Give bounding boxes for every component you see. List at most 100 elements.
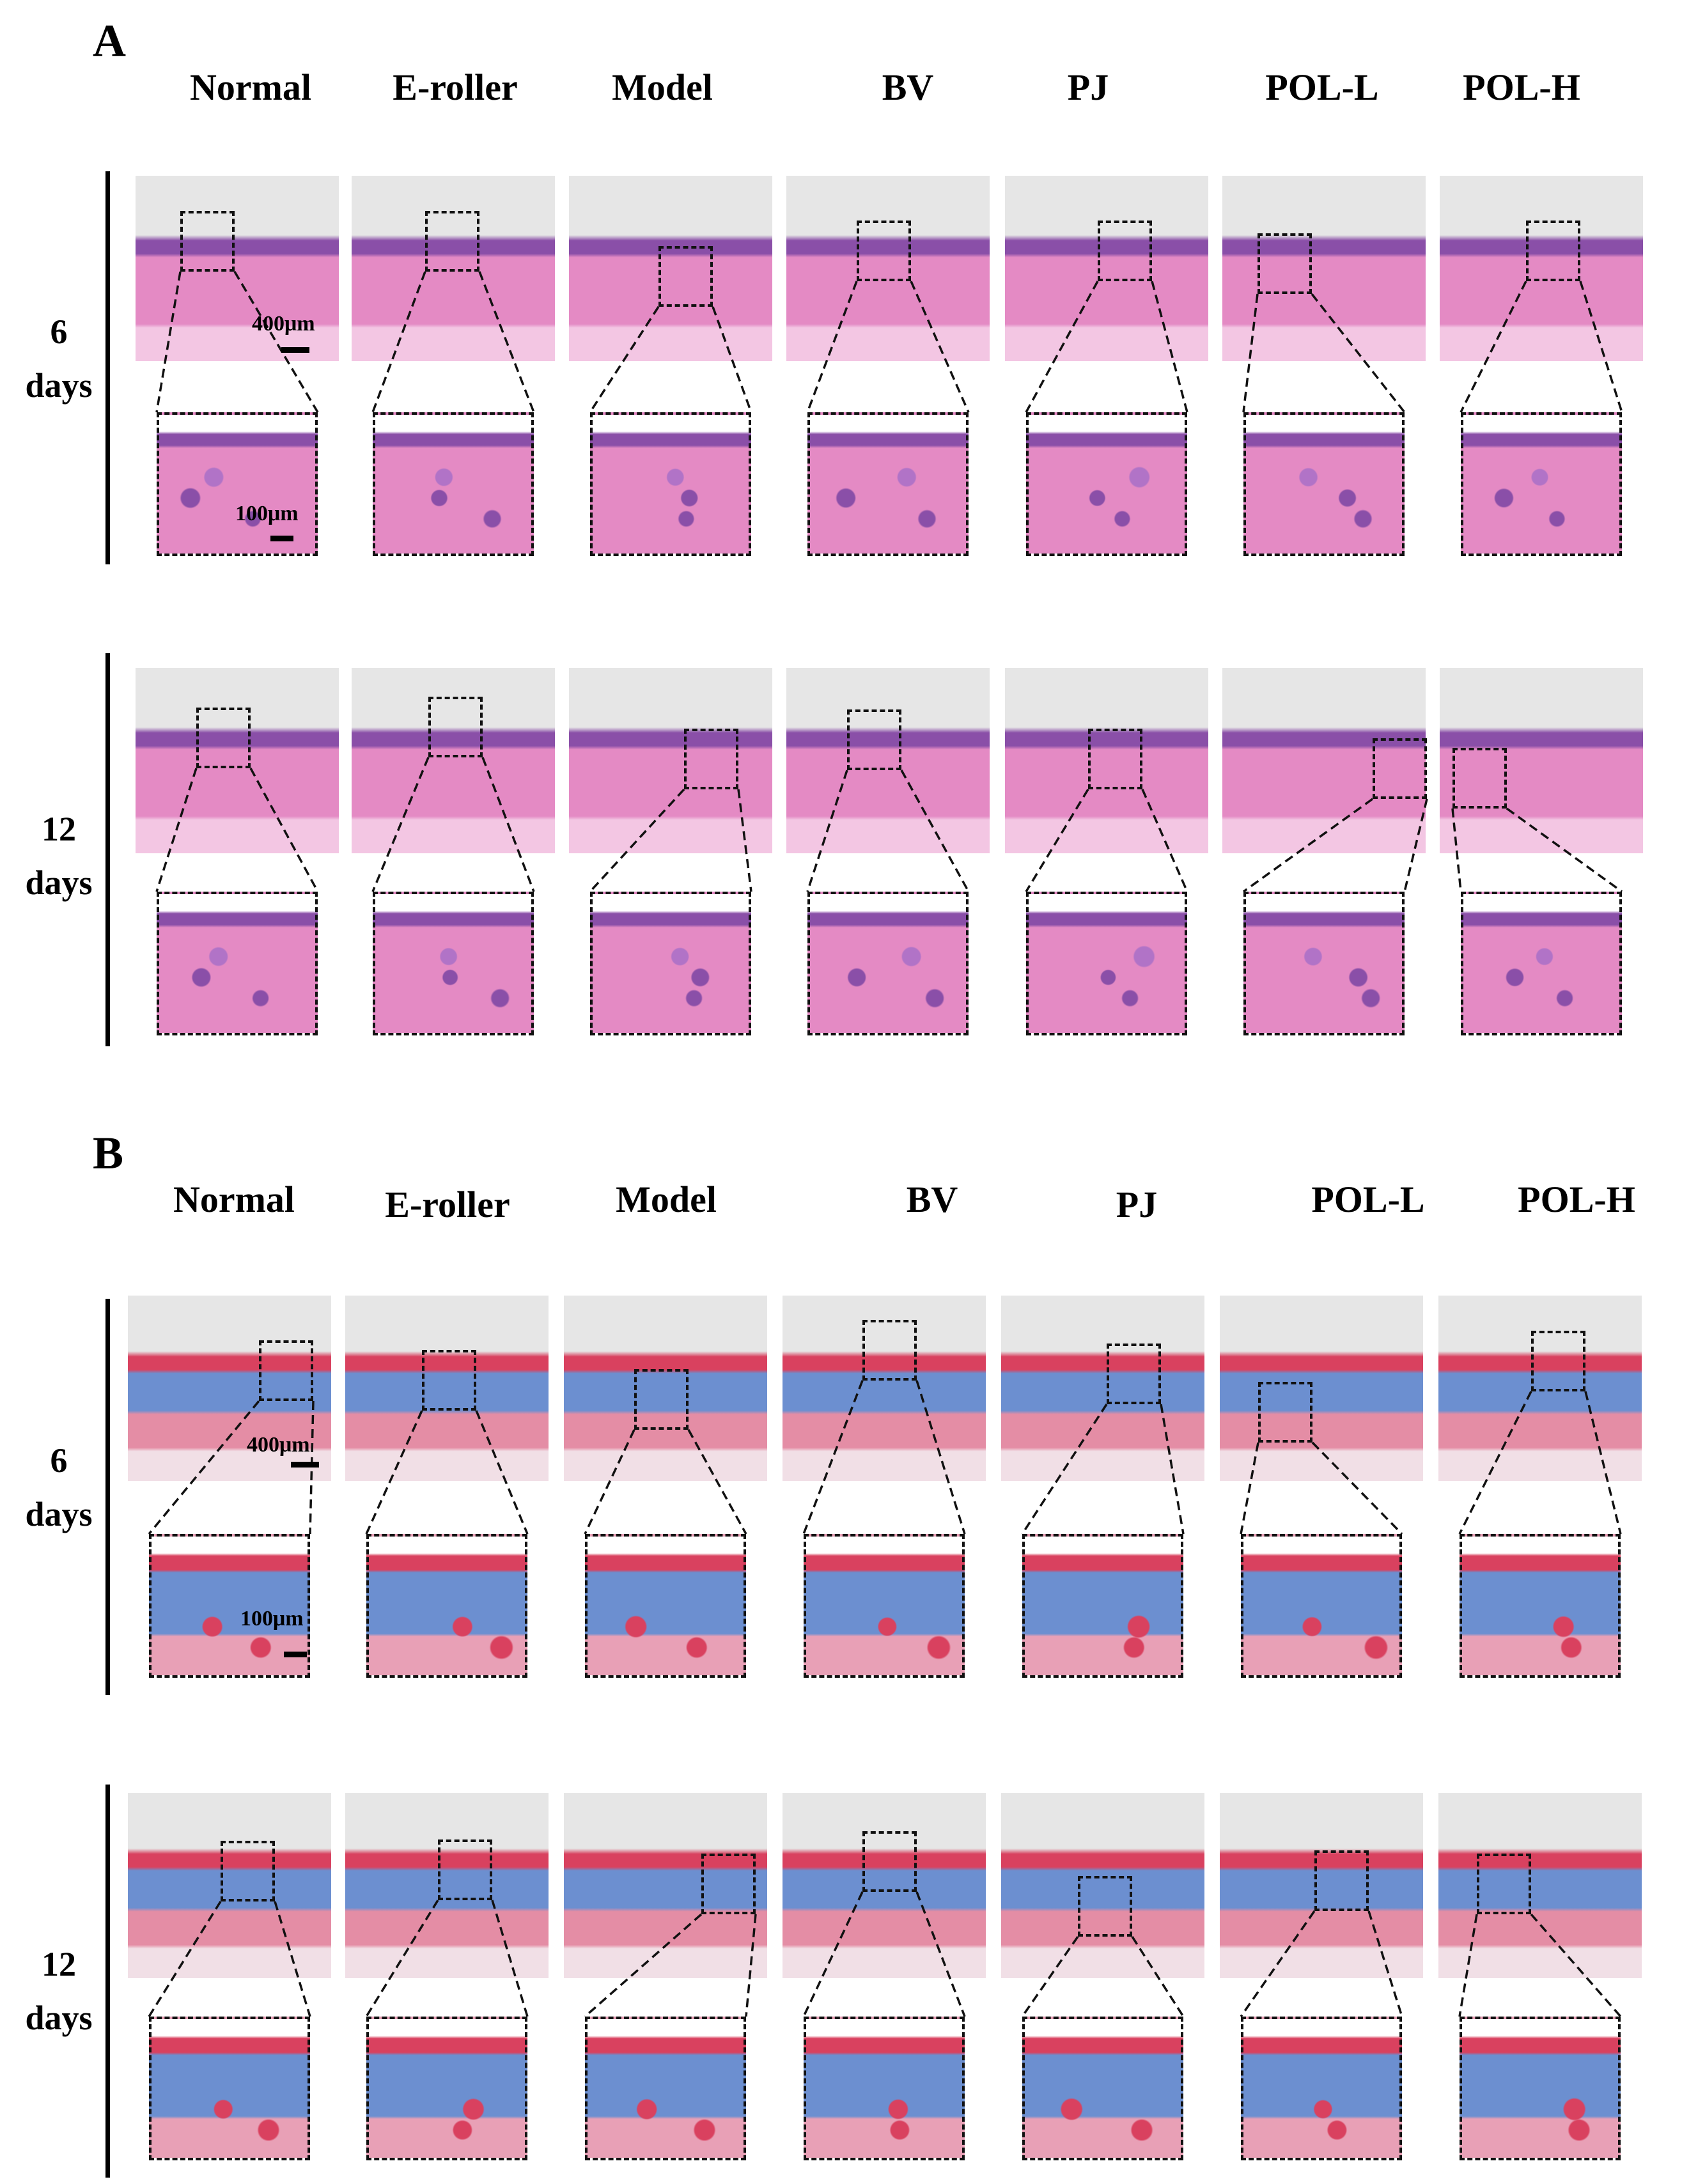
panel-a-row1-pol-h-zoom-inset bbox=[1461, 412, 1622, 556]
panel-a-row1-normal-roi-box bbox=[180, 211, 235, 272]
panel-a-row2-pj-zoom-inset bbox=[1026, 892, 1187, 1035]
panel-b-row1-pj-micrograph bbox=[1001, 1296, 1204, 1481]
panel-b-row2-unit: days bbox=[25, 1998, 93, 2037]
panel-b-col-model: Model bbox=[616, 1179, 717, 1220]
panel-b-row1-bv-roi-box bbox=[862, 1320, 917, 1381]
panel-a-row2-pol-h-roi-box bbox=[1452, 748, 1507, 809]
panel-b-row1-bv-zoom-inset bbox=[804, 1534, 965, 1678]
panel-b-scale-100-label: 100μm bbox=[240, 1607, 304, 1630]
panel-a-row2-model-zoom-inset bbox=[590, 892, 751, 1035]
panel-b-row2-pol-l-roi-box bbox=[1314, 1850, 1369, 1911]
panel-a-col-normal: Normal bbox=[189, 66, 312, 108]
panel-a-row1-bv-roi-box bbox=[857, 221, 911, 281]
panel-b-row1-pol-l-roi-box bbox=[1258, 1382, 1312, 1443]
panel-b-col-e-roller: E-roller bbox=[385, 1184, 510, 1225]
panel-b-col-pol-l: POL-L bbox=[1311, 1179, 1425, 1220]
panel-b-row1-pol-h-zoom-inset bbox=[1460, 1534, 1621, 1678]
panel-a-scale-400-label: 400μm bbox=[252, 312, 315, 336]
panel-b-scale-400-label: 400μm bbox=[247, 1433, 310, 1457]
panel-b-row1-pol-h-roi-box bbox=[1531, 1331, 1585, 1391]
panel-a-row2-pj-roi-box bbox=[1088, 729, 1142, 789]
panel-a-col-model: Model bbox=[612, 66, 713, 108]
panel-b-row1-model-zoom-inset bbox=[585, 1534, 746, 1678]
panel-a-row1-pol-l-zoom-inset bbox=[1243, 412, 1405, 556]
panel-b-row2-normal-zoom-inset bbox=[149, 2017, 310, 2160]
panel-a-row2-pol-l-zoom-inset bbox=[1243, 892, 1405, 1035]
panel-b-row2-label: 12 days bbox=[14, 1938, 104, 2045]
panel-b-col-pj: PJ bbox=[1116, 1184, 1158, 1225]
panel-a-row2-model-roi-box bbox=[684, 729, 738, 789]
panel-a-row1-pol-l-micrograph bbox=[1222, 176, 1426, 361]
panel-a-row2-bv-zoom-inset bbox=[807, 892, 969, 1035]
panel-a-row1-pj-roi-box bbox=[1098, 221, 1152, 281]
panel-a-scale-100-label: 100μm bbox=[235, 502, 299, 525]
panel-a-row1-pj-zoom-inset bbox=[1026, 412, 1187, 556]
panel-b-col-bv: BV bbox=[906, 1179, 958, 1220]
panel-b-letter: B bbox=[93, 1127, 124, 1179]
panel-b-row1-pol-l-micrograph bbox=[1220, 1296, 1423, 1481]
panel-a-col-pj: PJ bbox=[1067, 66, 1109, 108]
panel-a-row2-e-roller-zoom-inset bbox=[373, 892, 534, 1035]
panel-b-row1-bar bbox=[105, 1299, 110, 1695]
panel-b-row2-pj-roi-box bbox=[1078, 1876, 1132, 1937]
panel-b-col-normal: Normal bbox=[173, 1179, 295, 1220]
panel-a-row1-e-roller-zoom-inset bbox=[373, 412, 534, 556]
panel-a-row2-unit: days bbox=[25, 863, 93, 902]
panel-b-row1-unit: days bbox=[25, 1494, 93, 1533]
panel-a-col-pol-l: POL-L bbox=[1265, 66, 1379, 108]
panel-b-row2-pol-h-micrograph bbox=[1438, 1793, 1642, 1978]
panel-a-row1-model-roi-box bbox=[658, 246, 713, 307]
panel-b-row2-e-roller-roi-box bbox=[438, 1839, 492, 1900]
panel-a-row1-unit: days bbox=[25, 366, 93, 405]
panel-a-row2-normal-roi-box bbox=[196, 708, 251, 768]
panel-a-row1-e-roller-roi-box bbox=[425, 211, 479, 272]
panel-b-row1-pj-zoom-inset bbox=[1022, 1534, 1183, 1678]
panel-b-row2-pol-h-roi-box bbox=[1477, 1854, 1531, 1914]
panel-a-row1-num: 6 bbox=[50, 313, 68, 351]
panel-b-row1-num: 6 bbox=[50, 1441, 68, 1480]
panel-a-row2-pol-h-zoom-inset bbox=[1461, 892, 1622, 1035]
panel-b-row2-bv-roi-box bbox=[862, 1831, 917, 1892]
panel-a-row1-normal-zoom-inset bbox=[157, 412, 318, 556]
panel-b-row2-pol-l-zoom-inset bbox=[1241, 2017, 1402, 2160]
panel-b-row1-pol-l-zoom-inset bbox=[1241, 1534, 1402, 1678]
panel-b-scale-100-bar bbox=[284, 1652, 307, 1657]
panel-a-row2-bv-roi-box bbox=[847, 709, 901, 770]
panel-b-row1-label: 6 days bbox=[14, 1434, 104, 1541]
panel-b-row1-normal-zoom-inset bbox=[149, 1534, 310, 1678]
panel-b-row1-normal-roi-box bbox=[259, 1340, 313, 1401]
panel-a-row2-num: 12 bbox=[42, 810, 76, 848]
panel-a-scale-400-bar bbox=[281, 347, 309, 353]
panel-b-scale-400-bar bbox=[291, 1462, 319, 1468]
panel-b-row2-num: 12 bbox=[42, 1945, 76, 1983]
panel-b-col-pol-h: POL-H bbox=[1518, 1179, 1635, 1220]
panel-b-row2-normal-roi-box bbox=[221, 1841, 275, 1901]
panel-a-row1-bar bbox=[105, 171, 110, 564]
panel-a-col-bv: BV bbox=[882, 66, 934, 108]
panel-b-row1-model-roi-box bbox=[634, 1369, 689, 1430]
panel-b-row2-model-zoom-inset bbox=[585, 2017, 746, 2160]
panel-a-row1-pol-l-roi-box bbox=[1258, 233, 1312, 294]
panel-b-row2-model-roi-box bbox=[701, 1854, 756, 1914]
panel-a-row1-bv-zoom-inset bbox=[807, 412, 969, 556]
panel-a-row2-label: 12 days bbox=[14, 803, 104, 910]
panel-a-row2-e-roller-roi-box bbox=[428, 697, 483, 757]
panel-a-row2-normal-zoom-inset bbox=[157, 892, 318, 1035]
panel-a-row1-pol-h-roi-box bbox=[1526, 221, 1580, 281]
panel-a-row1-model-zoom-inset bbox=[590, 412, 751, 556]
panel-b-row1-e-roller-roi-box bbox=[422, 1350, 476, 1411]
panel-a-col-pol-h: POL-H bbox=[1463, 66, 1580, 108]
panel-b-row2-pj-zoom-inset bbox=[1022, 2017, 1183, 2160]
panel-b-row1-pj-roi-box bbox=[1107, 1344, 1161, 1404]
panel-b-row2-e-roller-zoom-inset bbox=[366, 2017, 527, 2160]
panel-a-row2-pol-l-roi-box bbox=[1373, 738, 1427, 799]
panel-b-row1-e-roller-zoom-inset bbox=[366, 1534, 527, 1678]
panel-a-row2-e-roller-micrograph bbox=[352, 668, 555, 853]
panel-b-row2-bv-zoom-inset bbox=[804, 2017, 965, 2160]
panel-a-col-e-roller: E-roller bbox=[393, 66, 518, 108]
panel-a-row2-bar bbox=[105, 653, 110, 1046]
panel-a-row1-label: 6 days bbox=[14, 306, 104, 412]
panel-a-scale-100-bar bbox=[270, 536, 293, 541]
panel-a-letter: A bbox=[93, 15, 126, 66]
panel-b-row2-pol-h-zoom-inset bbox=[1460, 2017, 1621, 2160]
